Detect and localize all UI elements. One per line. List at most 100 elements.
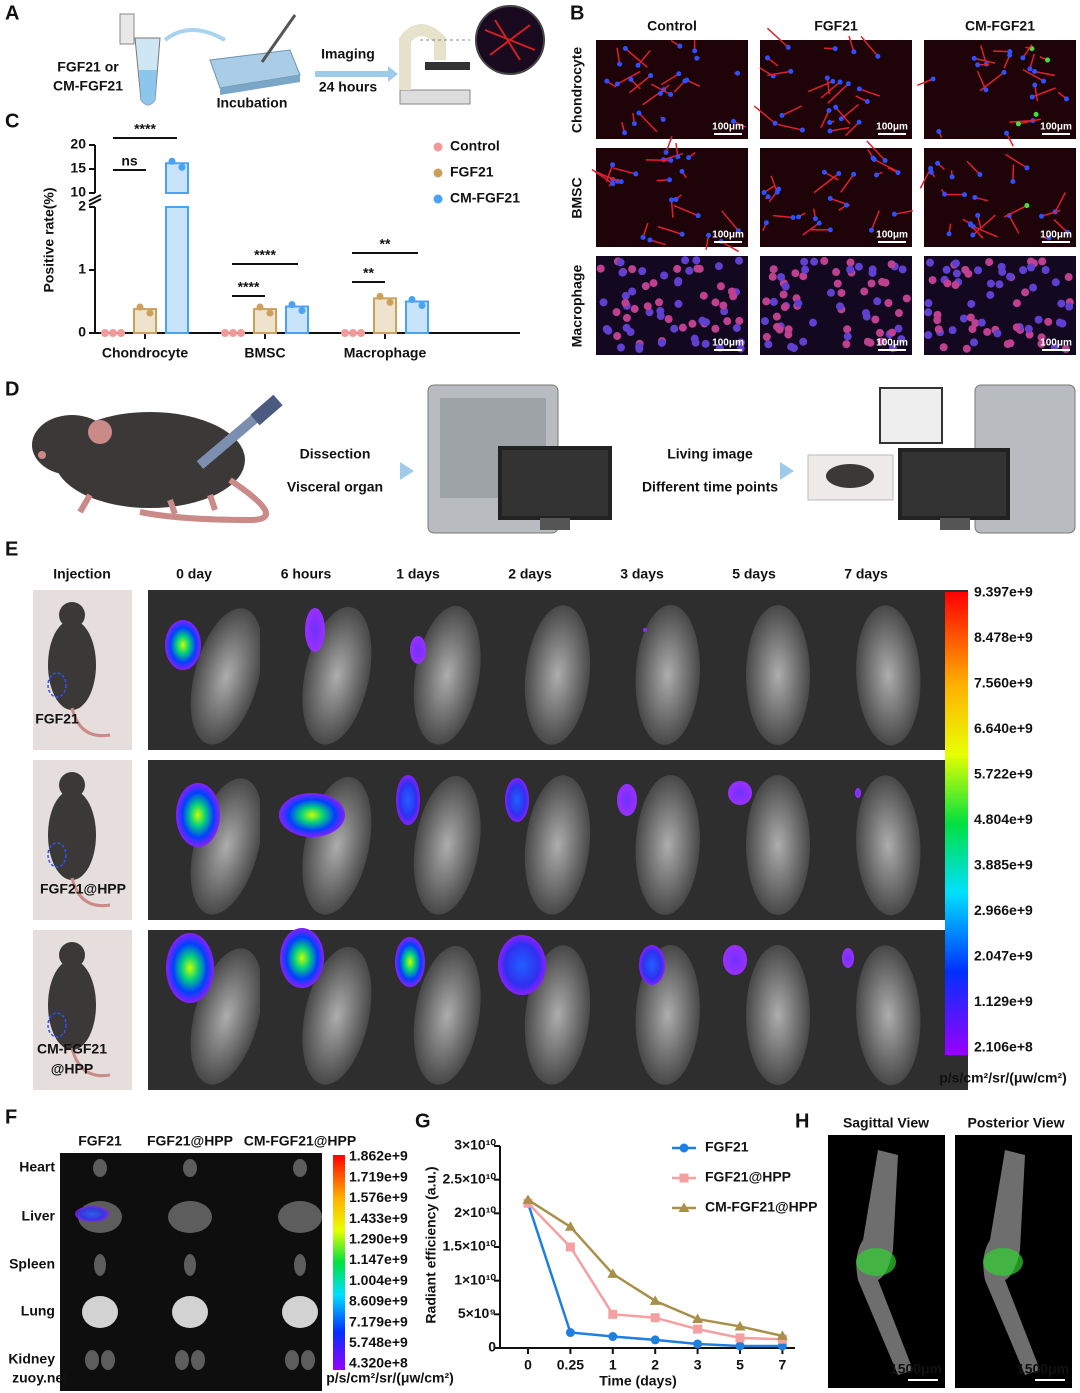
micrograph	[760, 40, 912, 139]
nucleus	[686, 155, 692, 161]
nucleus	[692, 48, 698, 54]
nucleus	[1003, 130, 1009, 136]
fiber	[613, 167, 636, 175]
nucleus	[614, 81, 620, 87]
fiber	[860, 35, 879, 57]
label: 1.004e+9	[349, 1272, 408, 1288]
fiber	[992, 50, 1010, 53]
label: ****	[238, 279, 260, 295]
fiber	[629, 74, 652, 94]
nucleus	[843, 202, 849, 208]
label: 20	[70, 136, 86, 152]
nucleus	[660, 271, 669, 280]
nucleus	[971, 319, 980, 328]
nucleus	[971, 55, 977, 61]
nucleus	[631, 121, 637, 127]
nucleus	[1003, 340, 1012, 349]
panel-a-icons	[119, 5, 545, 106]
nucleus	[1027, 66, 1033, 72]
nucleus	[635, 62, 641, 68]
nucleus	[1033, 111, 1039, 117]
mouse-head	[59, 602, 85, 628]
fiber	[1022, 68, 1044, 82]
nucleus	[835, 302, 844, 311]
fiber	[605, 164, 614, 182]
panel-label: C	[5, 110, 19, 132]
nucleus	[851, 171, 857, 177]
nucleus	[882, 157, 888, 163]
label: 7.560e+9	[974, 675, 1033, 691]
nucleus	[986, 279, 995, 288]
organ	[94, 1254, 106, 1276]
nucleus	[610, 181, 616, 187]
nucleus	[856, 86, 862, 92]
signal	[305, 608, 325, 652]
label: Different time points	[642, 479, 778, 495]
label: ****	[254, 247, 276, 263]
nucleus	[845, 81, 851, 87]
nucleus	[891, 211, 897, 217]
nucleus	[832, 268, 841, 277]
nucleus	[902, 294, 911, 303]
nucleus	[794, 299, 803, 308]
injection-site	[47, 842, 67, 868]
marker	[735, 1341, 745, 1351]
nucleus	[1041, 265, 1050, 274]
organ	[301, 1350, 315, 1370]
leg	[635, 774, 700, 915]
nucleus	[924, 299, 933, 308]
nucleus	[875, 328, 884, 337]
fiber	[919, 168, 932, 189]
label: 24 hours	[319, 79, 378, 95]
nucleus	[774, 189, 780, 195]
nucleus	[1029, 94, 1035, 100]
dot	[266, 309, 274, 317]
nucleus	[930, 76, 936, 82]
nucleus	[924, 308, 933, 317]
nucleus	[816, 220, 822, 226]
organ	[184, 1254, 196, 1276]
nucleus	[861, 308, 870, 317]
nucleus	[685, 266, 694, 275]
dot	[256, 303, 264, 311]
fiber	[866, 140, 886, 161]
label: 100μm	[876, 230, 908, 241]
fiber	[591, 168, 614, 185]
nucleus	[856, 119, 862, 125]
label: 100μm	[876, 122, 908, 133]
nucleus	[781, 282, 790, 291]
dot	[178, 163, 186, 171]
fiber	[820, 110, 830, 129]
nucleus	[772, 312, 781, 321]
nucleus	[610, 162, 616, 168]
nucleus	[699, 291, 708, 300]
nucleus	[732, 324, 741, 333]
label: 4.320e+8	[349, 1355, 408, 1371]
signal	[280, 928, 324, 988]
nucleus	[1064, 273, 1073, 282]
label: CM-FGF21	[53, 78, 123, 94]
nucleus	[977, 318, 986, 327]
fiber	[974, 57, 996, 64]
nucleus	[688, 319, 697, 328]
nucleus	[928, 276, 937, 285]
nucleus	[617, 61, 623, 67]
fiber	[1005, 153, 1028, 169]
leg	[524, 775, 591, 915]
nucleus	[675, 154, 681, 160]
nucleus	[657, 91, 663, 97]
label: Macrophage	[569, 265, 585, 348]
nucleus	[1032, 68, 1038, 74]
nucleus	[635, 344, 644, 353]
nucleus	[663, 149, 669, 155]
label: 1.129e+9	[974, 993, 1033, 1009]
nucleus	[924, 331, 933, 340]
nucleus	[769, 265, 778, 274]
nucleus	[737, 338, 746, 347]
fiber	[638, 112, 658, 133]
fiber	[835, 106, 851, 125]
fiber	[665, 136, 673, 153]
nucleus	[640, 234, 646, 240]
legend-label: Control	[450, 138, 500, 154]
nucleus	[983, 87, 989, 93]
